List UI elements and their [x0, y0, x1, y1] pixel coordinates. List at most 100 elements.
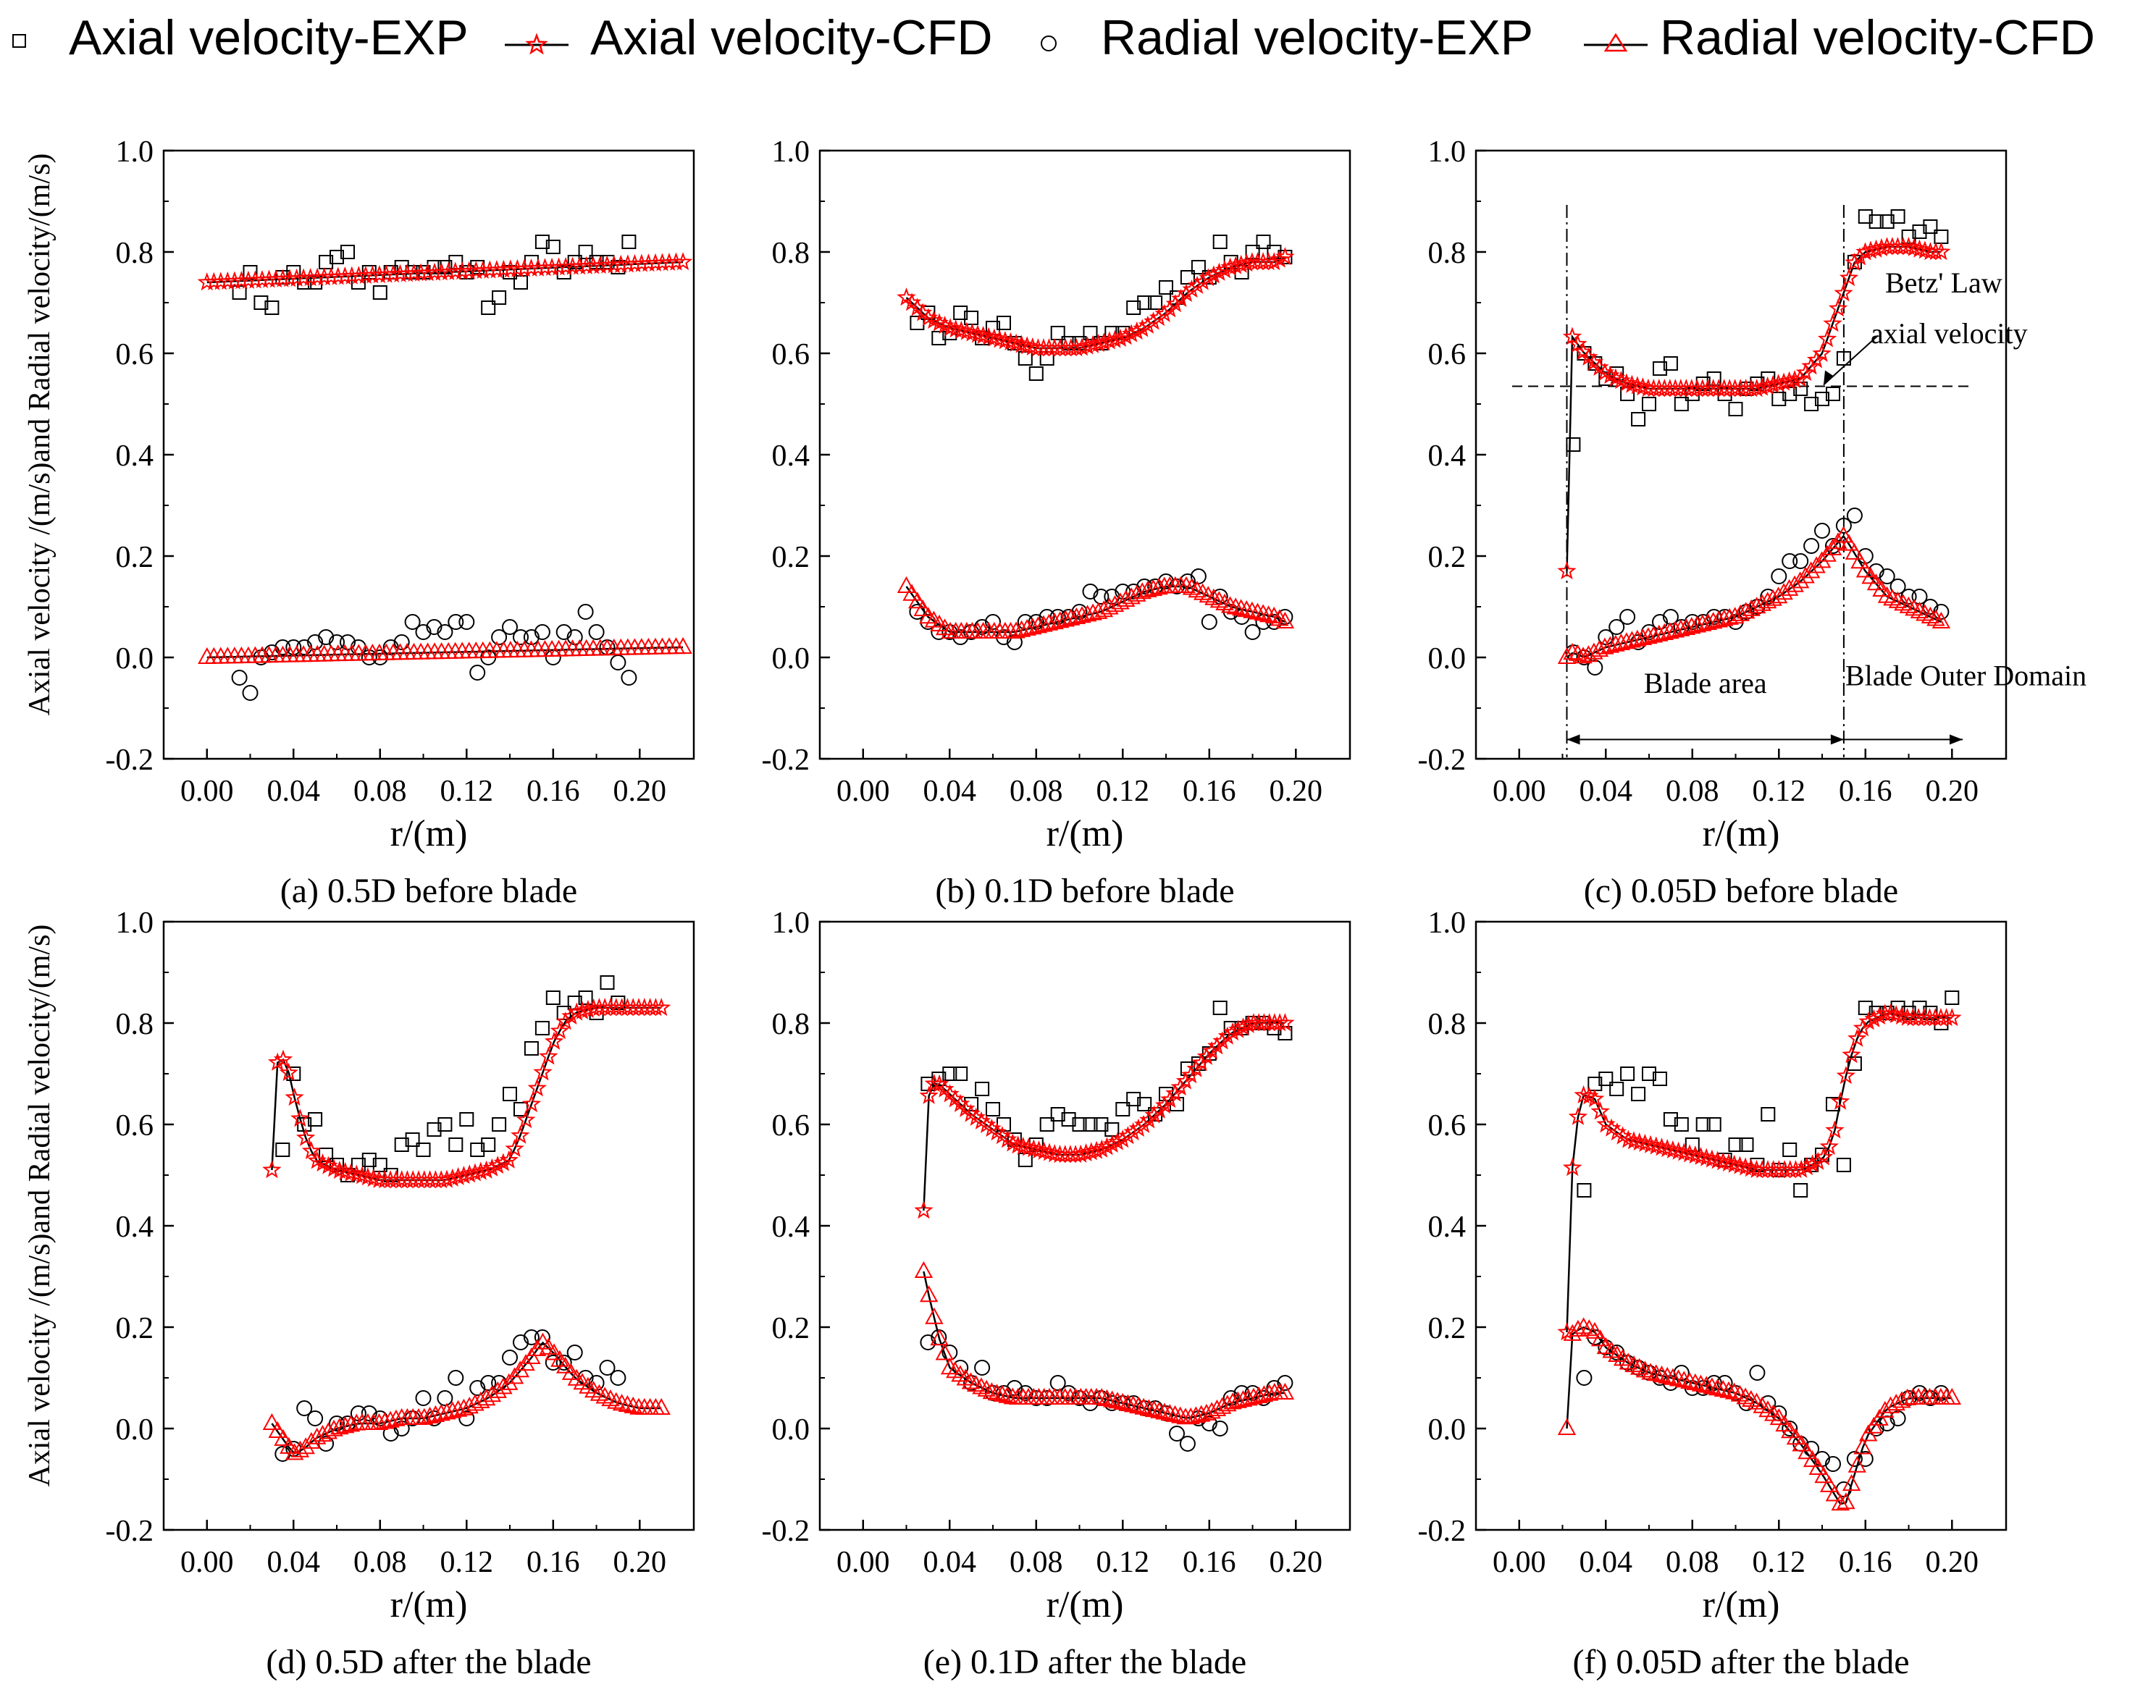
cfd-star-marker	[527, 1078, 547, 1097]
cfd-triangle-marker	[1113, 1392, 1132, 1410]
exp-square-marker	[534, 1021, 550, 1035]
cfd-triangle-marker	[977, 1379, 996, 1397]
panel-b: -0.2 0.0 0.2 0.4 0.6 0.8 1.0 0.00 0.04 0.08 0.12 0.…	[762, 135, 1351, 910]
cfd-triangle-marker	[1647, 1364, 1666, 1381]
exp-square-marker	[264, 300, 280, 315]
exp-circle-marker	[242, 685, 259, 701]
cfd-triangle-marker	[1056, 1387, 1075, 1405]
exp-square-marker	[1901, 230, 1916, 244]
cfd-triangle-marker	[618, 1394, 637, 1412]
cfd-triangle-marker	[1186, 1406, 1206, 1423]
cfd-triangle-marker	[1666, 620, 1685, 638]
x-tick-label: 0.00	[1493, 775, 1546, 808]
cfd-star-marker	[1627, 376, 1648, 395]
y-tick-label: 0.0	[116, 1413, 154, 1447]
exp-square-marker	[427, 1122, 442, 1137]
y-tick-label: 0.4	[116, 439, 154, 473]
cfd-triangle-marker	[1124, 1395, 1143, 1413]
cfd-star-marker	[1893, 237, 1913, 256]
cfd-triangle-marker	[1785, 575, 1804, 592]
cfd-triangle-marker	[1260, 1384, 1279, 1401]
cfd-triangle-marker	[1801, 561, 1821, 579]
cfd-star-marker	[984, 328, 1004, 347]
exp-circle-marker	[1792, 553, 1809, 569]
cfd-star-marker	[442, 1168, 463, 1187]
exp-square-marker	[1050, 1107, 1065, 1122]
cfd-triangle-marker	[1671, 619, 1690, 636]
cfd-star-marker	[542, 257, 562, 276]
cfd-triangle-marker	[1840, 534, 1858, 551]
cfd-triangle-marker	[1051, 611, 1070, 628]
cfd-triangle-marker	[1237, 600, 1256, 618]
y-tick-label: 0.6	[772, 338, 810, 371]
cfd-triangle-marker	[1182, 578, 1201, 595]
cfd-star-marker	[929, 313, 949, 332]
cfd-triangle-marker	[913, 599, 932, 616]
cfd-star-marker	[1270, 249, 1290, 268]
cfd-star-marker	[1264, 252, 1284, 271]
exp-square-marker	[1180, 270, 1195, 285]
cfd-star-marker	[1696, 1148, 1716, 1166]
panel-a: -0.2 0.0 0.2 0.4 0.6 0.8 1.0 0.00 0.04 0.08 0.12 0.…	[106, 135, 695, 910]
cfd-triangle-marker	[1652, 1366, 1671, 1383]
cfd-triangle-marker	[1624, 1355, 1643, 1373]
series-axial-velocity-exp	[1566, 209, 1949, 452]
cfd-star-marker	[1830, 1091, 1850, 1110]
cfd-star-marker	[1663, 1140, 1683, 1158]
legend-marker-radial-exp	[1041, 35, 1057, 51]
betz-arrowhead	[1824, 370, 1834, 385]
cfd-triangle-marker	[1730, 1384, 1750, 1402]
x-tick-label: 0.20	[613, 775, 667, 808]
cfd-star-marker	[572, 1001, 592, 1019]
exp-square-marker	[1674, 397, 1689, 411]
exp-circle-marker	[1576, 1370, 1593, 1386]
cfd-triangle-marker	[1254, 604, 1272, 621]
cfd-star-marker	[352, 1166, 372, 1185]
exp-circle-marker	[523, 1329, 540, 1345]
cfd-star-marker	[1270, 1013, 1290, 1032]
cfd-triangle-marker	[1704, 612, 1723, 629]
x-tick-label: 0.16	[527, 1546, 580, 1579]
cfd-star-marker	[1133, 319, 1152, 337]
cfd-star-marker	[1735, 1157, 1756, 1176]
cfd-star-marker	[364, 1169, 383, 1187]
cfd-star-marker	[1606, 368, 1626, 387]
exp-square-marker	[1674, 1117, 1689, 1132]
cfd-star-marker	[544, 1031, 564, 1050]
cfd-star-marker	[1601, 366, 1620, 384]
series-axial-velocity-cfd	[197, 252, 693, 291]
cfd-triangle-marker	[1669, 1369, 1688, 1387]
exp-circle-marker	[1771, 568, 1787, 584]
exp-circle-marker	[555, 1355, 572, 1371]
exp-circle-marker	[555, 624, 572, 640]
cfd-star-marker	[1105, 329, 1125, 348]
cfd-triangle-marker	[1097, 1389, 1117, 1406]
cfd-star-marker	[990, 329, 1010, 348]
y-tick-label: 0.2	[116, 541, 154, 574]
cfd-star-marker	[1018, 1137, 1039, 1156]
cfd-star-marker	[952, 320, 971, 340]
cfd-triangle-marker	[612, 1394, 632, 1411]
exp-square-marker	[1858, 1001, 1873, 1015]
cfd-star-marker	[1836, 1066, 1856, 1085]
cfd-triangle-marker	[972, 1377, 991, 1394]
cfd-star-marker	[539, 1046, 558, 1065]
cfd-triangle-marker	[1149, 578, 1168, 595]
cfd-triangle-marker	[1275, 611, 1295, 628]
cfd-star-marker	[499, 1150, 519, 1169]
x-tick-label: 0.00	[836, 1546, 890, 1579]
exp-square-marker	[253, 295, 269, 310]
y-tick-label: 0.6	[116, 1109, 154, 1143]
cfd-star-marker	[1679, 1144, 1700, 1163]
cfd-triangle-marker	[1742, 1389, 1761, 1407]
cfd-star-marker	[437, 1169, 457, 1188]
exp-square-marker	[1890, 209, 1905, 224]
cfd-triangle-marker	[1215, 593, 1234, 610]
cfd-triangle-marker	[1861, 567, 1880, 584]
cfd-star-marker	[390, 264, 410, 282]
exp-square-marker	[975, 1082, 990, 1096]
cfd-star-marker	[204, 272, 224, 290]
y-tick-label: 1.0	[116, 135, 154, 169]
y-tick-label: 0.0	[772, 642, 810, 676]
cfd-triangle-marker	[1155, 1402, 1174, 1420]
